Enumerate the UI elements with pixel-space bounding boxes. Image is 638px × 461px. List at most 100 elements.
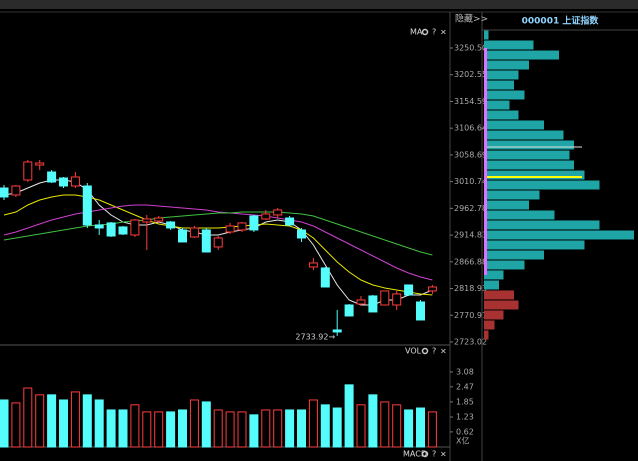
settings-icon[interactable] — [421, 347, 429, 355]
profile-bar — [484, 240, 585, 250]
candle-body — [47, 171, 57, 183]
profile-bar — [484, 200, 529, 210]
y-tick-label: 2866.88 — [454, 257, 487, 266]
candle-body — [142, 218, 152, 223]
y-tick-label: 2.47 — [456, 382, 474, 391]
ma-line — [3, 194, 433, 296]
profile-bar — [484, 80, 514, 90]
candle-body — [11, 185, 21, 196]
candle-body — [225, 225, 235, 233]
candle-body — [59, 177, 68, 187]
candle-body — [297, 229, 306, 239]
profile-bar — [484, 330, 489, 340]
settings-icon[interactable] — [421, 28, 429, 36]
y-tick-label: 3202.55 — [454, 70, 487, 79]
volume-bar — [225, 411, 235, 448]
panel-label: VOL — [405, 347, 422, 356]
profile-bar — [484, 100, 510, 110]
volume-bar — [178, 409, 187, 448]
profile-bar — [484, 120, 544, 130]
volume-bar — [332, 407, 342, 448]
volume-bar — [273, 409, 283, 448]
volume-bar — [404, 409, 414, 448]
profile-bar — [484, 60, 529, 70]
profile-bar — [484, 130, 564, 140]
volume-bar — [308, 399, 318, 448]
profile-bar — [484, 170, 585, 180]
volume-bar — [237, 411, 247, 448]
volume-bar — [11, 402, 21, 448]
profile-bar — [484, 300, 519, 310]
settings-icon[interactable] — [421, 450, 429, 458]
volume-bar — [23, 387, 33, 448]
candle-body — [35, 162, 45, 166]
candle-body — [82, 185, 92, 226]
volume-bar — [392, 404, 402, 448]
candle-body — [427, 286, 437, 292]
close-button[interactable]: × — [440, 347, 447, 356]
volume-bar — [380, 401, 390, 448]
profile-bar — [484, 220, 600, 230]
profile-bar — [484, 30, 489, 40]
profile-bar — [484, 140, 574, 150]
volume-bar — [94, 399, 104, 448]
profile-bar — [484, 160, 574, 170]
volume-bar — [189, 399, 199, 448]
candle-body — [106, 222, 116, 237]
y-tick-label: 3058.69 — [454, 150, 487, 159]
annotation: 2733.92→ — [295, 332, 335, 341]
help-button[interactable]: ? — [432, 28, 436, 37]
y-tick-label: 3250.50 — [454, 44, 487, 53]
y-tick-label: 0.62 — [456, 427, 474, 436]
help-button[interactable]: ? — [432, 450, 436, 459]
y-tick-label: 2723.02 — [454, 337, 487, 346]
candle-body — [368, 295, 378, 313]
candle-body — [154, 217, 164, 222]
candle-body — [261, 213, 271, 220]
candle-body — [189, 227, 199, 238]
profile-bar — [484, 190, 540, 200]
help-button[interactable]: ? — [432, 347, 436, 356]
volume-bar — [368, 394, 378, 448]
volume-bar — [344, 384, 354, 448]
candle-body — [392, 293, 402, 306]
volume-bar — [261, 409, 271, 448]
profile-bar — [484, 50, 559, 60]
volume-bar — [118, 409, 128, 448]
hide-button[interactable]: 隐藏>> — [455, 13, 488, 25]
candle-body — [237, 222, 247, 231]
candle-body — [94, 224, 104, 229]
y-tick-label: 1.23 — [456, 413, 474, 422]
volume-bar — [0, 399, 9, 448]
volume-bar — [82, 394, 92, 448]
volume-bar — [35, 394, 45, 448]
profile-bar — [484, 310, 504, 320]
volume-bar — [201, 401, 211, 448]
profile-bar — [484, 210, 555, 220]
y-tick-label: 2818.93 — [454, 284, 487, 293]
candle-body — [404, 284, 414, 296]
candle-body — [308, 262, 318, 268]
profile-bar — [484, 290, 514, 300]
close-button[interactable]: × — [440, 28, 447, 37]
profile-bar — [484, 320, 495, 330]
close-button[interactable]: × — [440, 450, 447, 459]
candle-body — [380, 290, 390, 306]
profile-bar — [484, 70, 519, 80]
profile-bar — [484, 270, 504, 280]
candle-body — [213, 237, 223, 248]
y-tick-label: 3.08 — [456, 367, 474, 376]
y-tick-label: 2914.83 — [454, 231, 487, 240]
candle-body — [416, 301, 425, 321]
candle-body — [23, 161, 33, 181]
symbol: 000001 上证指数 — [522, 15, 600, 27]
candle-body — [356, 299, 366, 305]
profile-bar — [484, 280, 499, 290]
candle-body — [249, 215, 259, 231]
top-bar — [0, 0, 638, 9]
candle-body — [320, 267, 330, 288]
volume-bar — [427, 411, 437, 448]
y-tick-label: 3154.59 — [454, 97, 487, 106]
volume-bar — [59, 399, 68, 448]
candle-body — [332, 329, 342, 333]
